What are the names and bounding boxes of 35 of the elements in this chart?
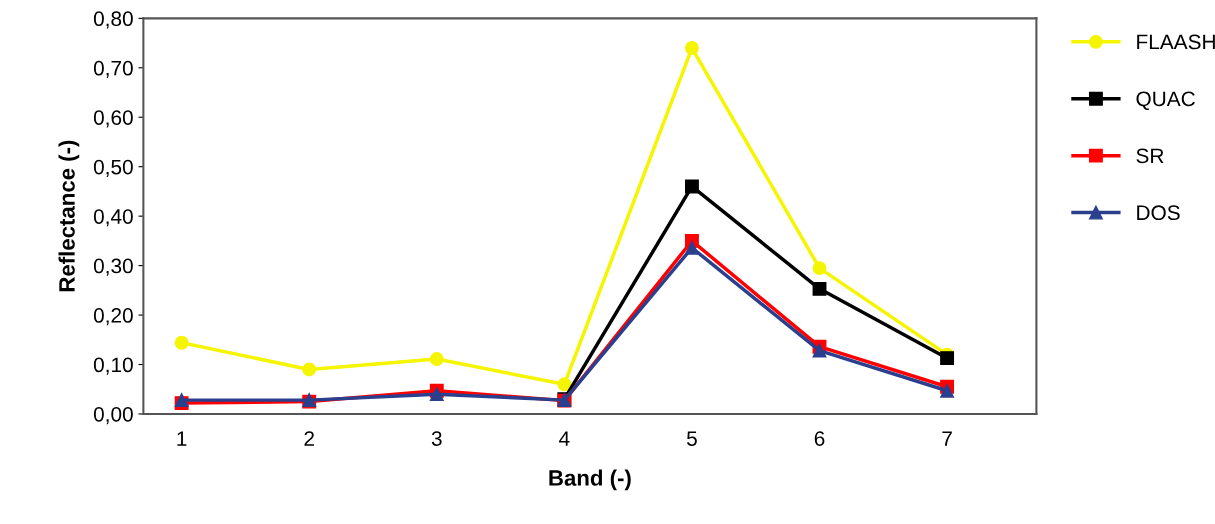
y-tick-label: 0,60 xyxy=(93,110,133,128)
y-tick-label: 0,20 xyxy=(93,308,133,326)
legend-label: SR xyxy=(1136,148,1164,164)
x-tick-label: 2 xyxy=(304,431,314,446)
legend-label: QUAC xyxy=(1136,91,1195,110)
point xyxy=(812,281,827,296)
legend-label: FLAASH xyxy=(1137,34,1215,50)
x-tick-label: 6 xyxy=(814,431,825,446)
y-tick-label: 0,50 xyxy=(93,159,133,177)
point xyxy=(429,387,444,402)
x-tick-label: 4 xyxy=(559,431,570,446)
point xyxy=(684,179,699,194)
x-axis-title: Band (-) xyxy=(549,469,631,491)
legend-label: DOS xyxy=(1137,205,1180,221)
point xyxy=(940,351,955,366)
point xyxy=(557,377,572,392)
point xyxy=(174,335,189,350)
point xyxy=(684,240,699,255)
point xyxy=(940,383,955,398)
point xyxy=(302,362,317,377)
y-tick-label: 0,10 xyxy=(93,357,133,375)
point xyxy=(812,343,827,358)
y-tick-label: 0,40 xyxy=(93,209,133,227)
y-axis-title: Reflectance (-) xyxy=(58,140,80,292)
y-tick-label: 0,30 xyxy=(93,258,133,276)
y-tick-label: 0,00 xyxy=(93,406,133,425)
point xyxy=(812,261,827,276)
x-tick-label: 7 xyxy=(942,431,952,446)
x-tick-label: 5 xyxy=(686,431,697,446)
point xyxy=(684,41,699,55)
x-tick-label: 3 xyxy=(431,431,442,446)
y-tick-label: 0,70 xyxy=(93,60,133,79)
point xyxy=(429,352,444,367)
x-tick-label: 1 xyxy=(177,431,187,446)
y-tick-label: 0,80 xyxy=(93,11,133,29)
